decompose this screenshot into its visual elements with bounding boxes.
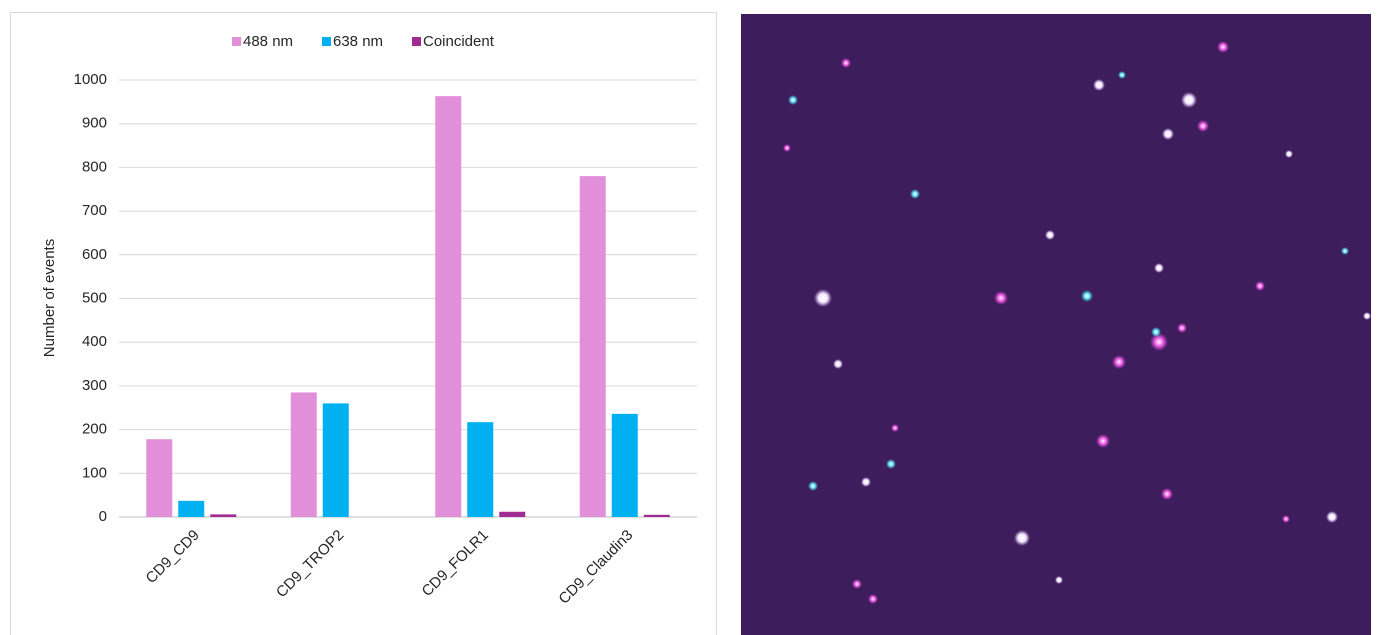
image-background [741,14,1371,635]
y-tick-label: 400 [82,333,107,350]
y-tick-label: 700 [82,202,107,219]
chart: Number of events 0 100 200 300 400 500 600 700 8… [0,0,730,635]
y-tick-label: 200 [82,421,107,438]
bar [644,515,670,517]
y-tick-label: 1000 [74,71,107,88]
y-axis-label: Number of events [41,239,58,357]
bar [210,514,236,517]
y-tick-label: 500 [82,289,107,306]
bar [323,403,349,517]
legend-label: 488 nm [243,33,293,50]
legend-swatch [322,37,331,46]
legend-label: 638 nm [333,33,383,50]
y-tick-label: 800 [82,158,107,175]
page: Number of events 0 100 200 300 400 500 600 700 8… [0,0,1389,635]
bar [467,422,493,517]
legend-swatch [232,37,241,46]
bar [612,414,638,517]
legend-label: Coincident [423,33,495,50]
legend-swatch [412,37,421,46]
y-tick-label: 300 [82,377,107,394]
bar [291,392,317,517]
y-tick-label: 600 [82,246,107,263]
bar [499,512,525,517]
y-tick-label: 0 [99,508,107,525]
bar [178,501,204,517]
bar [435,96,461,517]
y-tick-label: 100 [82,464,107,481]
microscopy-image [741,14,1371,635]
y-tick-label: 900 [82,115,107,132]
bar [146,439,172,517]
bar [580,176,606,517]
